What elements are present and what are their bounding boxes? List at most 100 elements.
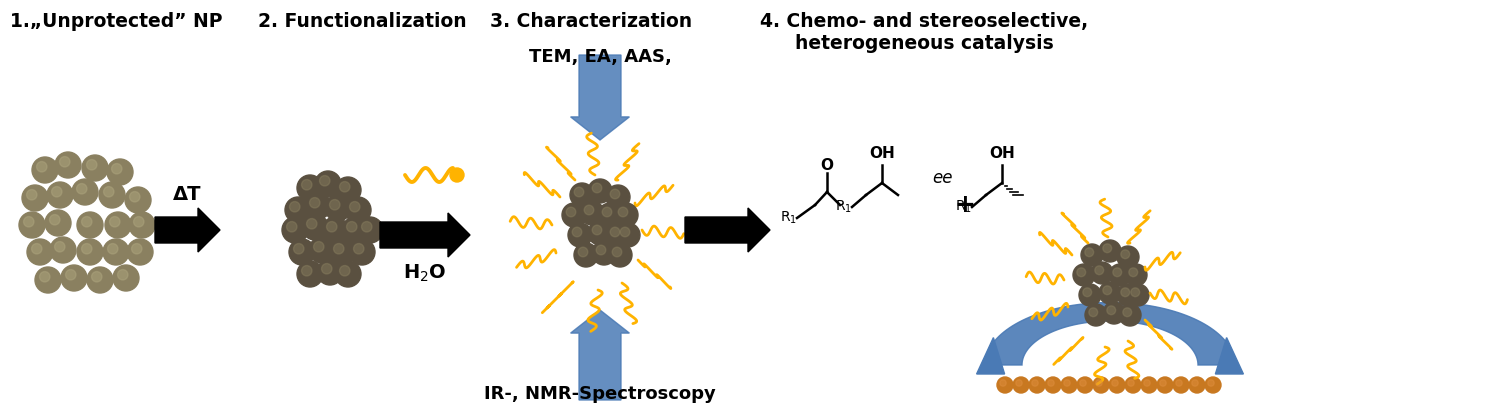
Circle shape	[130, 212, 155, 238]
Circle shape	[99, 182, 125, 208]
Circle shape	[1096, 380, 1102, 386]
Circle shape	[1113, 268, 1122, 277]
Circle shape	[316, 259, 343, 285]
Circle shape	[346, 222, 357, 232]
Circle shape	[297, 175, 322, 201]
Circle shape	[1032, 380, 1038, 386]
Circle shape	[354, 244, 364, 254]
Text: R$_1$: R$_1$	[780, 210, 797, 226]
Circle shape	[72, 179, 98, 205]
Circle shape	[56, 152, 81, 178]
Circle shape	[1108, 264, 1131, 286]
Circle shape	[330, 200, 340, 210]
Circle shape	[39, 271, 50, 282]
Text: 4. Chemo- and stereoselective,
heterogeneous catalysis: 4. Chemo- and stereoselective, heterogen…	[761, 12, 1089, 53]
Circle shape	[1014, 377, 1029, 393]
Text: O: O	[821, 158, 833, 173]
Circle shape	[342, 217, 367, 243]
Circle shape	[127, 239, 154, 265]
Circle shape	[50, 237, 75, 263]
Circle shape	[349, 202, 360, 212]
Circle shape	[111, 164, 122, 174]
Circle shape	[1208, 380, 1214, 386]
Circle shape	[45, 210, 71, 236]
Circle shape	[1176, 380, 1182, 386]
Circle shape	[81, 244, 92, 254]
Circle shape	[294, 244, 304, 254]
Circle shape	[35, 267, 62, 293]
Circle shape	[1157, 377, 1173, 393]
Circle shape	[587, 179, 611, 203]
Circle shape	[282, 217, 309, 243]
Circle shape	[1126, 284, 1149, 306]
Circle shape	[86, 159, 96, 170]
Circle shape	[1017, 380, 1023, 386]
Circle shape	[1048, 380, 1054, 386]
Polygon shape	[976, 337, 1005, 374]
Circle shape	[105, 212, 131, 238]
Circle shape	[357, 217, 383, 243]
Circle shape	[117, 270, 128, 280]
Circle shape	[107, 159, 133, 185]
Text: OH: OH	[989, 146, 1015, 161]
Circle shape	[1045, 377, 1062, 393]
Circle shape	[1093, 377, 1108, 393]
Circle shape	[339, 181, 349, 192]
Circle shape	[1173, 377, 1190, 393]
Circle shape	[1128, 380, 1134, 386]
Polygon shape	[1215, 337, 1244, 374]
Circle shape	[1120, 250, 1130, 259]
Circle shape	[104, 187, 114, 197]
PathPatch shape	[985, 303, 1235, 365]
Circle shape	[1080, 380, 1086, 386]
Circle shape	[77, 239, 102, 265]
Circle shape	[566, 207, 575, 217]
Polygon shape	[571, 55, 630, 140]
Text: 2. Functionalization: 2. Functionalization	[258, 12, 467, 31]
Circle shape	[20, 212, 45, 238]
Circle shape	[32, 157, 59, 183]
Circle shape	[608, 243, 633, 267]
Circle shape	[54, 242, 65, 252]
Circle shape	[361, 222, 372, 232]
Circle shape	[81, 217, 92, 227]
Circle shape	[592, 241, 616, 265]
Circle shape	[613, 247, 622, 257]
Circle shape	[1160, 380, 1166, 386]
Circle shape	[125, 187, 151, 213]
Circle shape	[1191, 380, 1199, 386]
Circle shape	[102, 239, 130, 265]
Circle shape	[1099, 282, 1120, 304]
Circle shape	[301, 180, 312, 190]
Circle shape	[303, 214, 328, 240]
Circle shape	[1119, 304, 1142, 326]
Circle shape	[610, 227, 620, 237]
Polygon shape	[571, 310, 630, 400]
Circle shape	[450, 168, 464, 182]
Polygon shape	[380, 213, 470, 257]
Circle shape	[1077, 268, 1086, 277]
Circle shape	[1081, 244, 1102, 266]
Circle shape	[23, 185, 48, 211]
Circle shape	[568, 223, 592, 247]
Circle shape	[574, 187, 584, 197]
Circle shape	[572, 227, 581, 237]
Circle shape	[289, 239, 315, 265]
Circle shape	[1125, 264, 1148, 286]
Circle shape	[92, 271, 102, 282]
Circle shape	[620, 227, 630, 237]
Circle shape	[319, 176, 330, 186]
Circle shape	[334, 177, 361, 203]
Circle shape	[1131, 288, 1140, 297]
Text: R$_1$: R$_1$	[955, 199, 971, 215]
Circle shape	[134, 217, 145, 227]
Circle shape	[81, 155, 108, 181]
Circle shape	[587, 221, 611, 245]
Circle shape	[301, 266, 312, 276]
Circle shape	[77, 183, 87, 194]
Circle shape	[1117, 284, 1139, 306]
Circle shape	[569, 183, 593, 207]
Circle shape	[325, 195, 351, 221]
Circle shape	[1123, 308, 1131, 317]
Circle shape	[1205, 377, 1221, 393]
